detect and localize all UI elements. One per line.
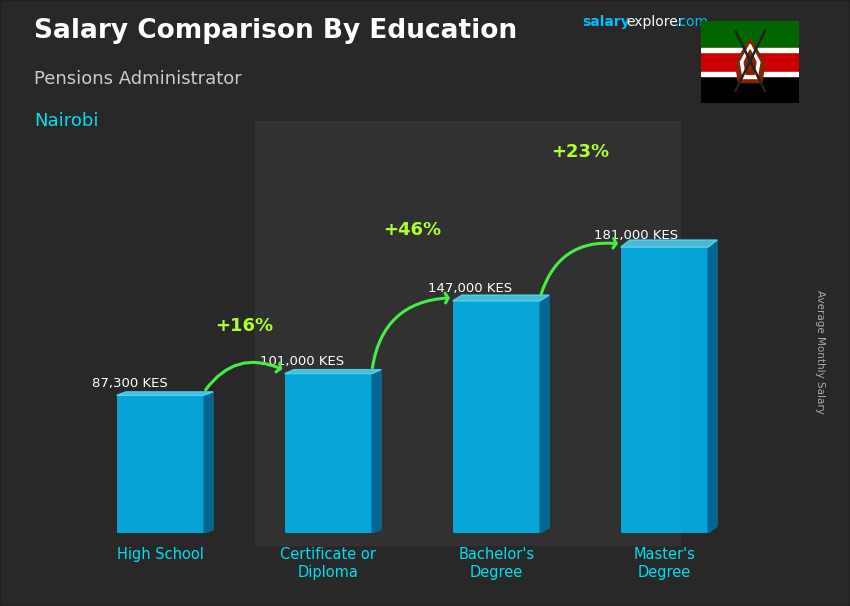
- Polygon shape: [740, 44, 760, 79]
- Text: explorer: explorer: [626, 15, 684, 29]
- Text: Average Monthly Salary: Average Monthly Salary: [815, 290, 825, 413]
- Text: Pensions Administrator: Pensions Administrator: [34, 70, 241, 88]
- Polygon shape: [116, 392, 213, 395]
- Polygon shape: [620, 240, 717, 247]
- Bar: [255, 121, 680, 545]
- Polygon shape: [452, 295, 549, 301]
- Text: salary: salary: [582, 15, 630, 29]
- Polygon shape: [285, 370, 381, 374]
- Bar: [701, 76, 799, 103]
- Text: +16%: +16%: [215, 317, 274, 335]
- Text: 181,000 KES: 181,000 KES: [594, 228, 678, 242]
- Text: Nairobi: Nairobi: [34, 112, 99, 130]
- Polygon shape: [540, 295, 549, 533]
- Polygon shape: [745, 50, 756, 75]
- Bar: [701, 72, 799, 76]
- Text: 87,300 KES: 87,300 KES: [93, 377, 168, 390]
- Text: .com: .com: [674, 15, 708, 29]
- Text: Salary Comparison By Education: Salary Comparison By Education: [34, 18, 517, 44]
- Polygon shape: [204, 392, 213, 533]
- Bar: [701, 21, 799, 48]
- Polygon shape: [735, 39, 765, 82]
- Polygon shape: [708, 240, 717, 533]
- Bar: [452, 301, 540, 533]
- Bar: [620, 247, 708, 533]
- Bar: [116, 395, 204, 533]
- Text: +23%: +23%: [552, 143, 609, 161]
- Bar: [701, 48, 799, 52]
- Bar: [701, 48, 799, 76]
- Text: +46%: +46%: [383, 221, 441, 239]
- Bar: [285, 374, 372, 533]
- Text: 147,000 KES: 147,000 KES: [428, 282, 513, 295]
- Text: 101,000 KES: 101,000 KES: [260, 355, 344, 368]
- Polygon shape: [372, 370, 381, 533]
